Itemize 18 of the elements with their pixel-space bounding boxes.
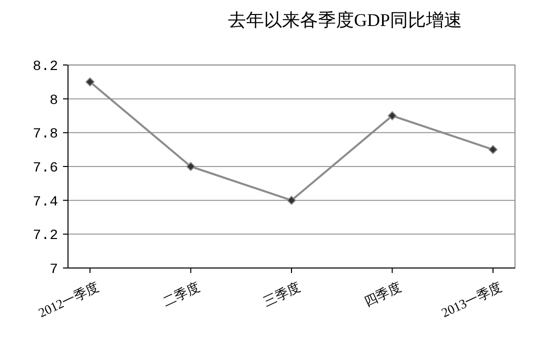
x-tick-label: 四季度 <box>362 279 404 310</box>
y-tick-label: 8 <box>50 92 58 109</box>
point <box>287 196 296 205</box>
y-tick-label: 7 <box>50 262 58 278</box>
point <box>186 162 196 171</box>
point <box>388 111 397 120</box>
y-tick-label: 8.2 <box>32 59 58 75</box>
y-tick-label: 7.2 <box>32 228 58 244</box>
y-tick-label: 7.8 <box>32 126 58 143</box>
point <box>86 77 94 86</box>
x-tick-label: 三季度 <box>261 279 303 310</box>
y-tick-label: 7.6 <box>32 160 58 176</box>
x-tick-label: 二季度 <box>160 279 202 310</box>
point <box>488 145 498 154</box>
chart-title: 去年以来各季度GDP同比增速 <box>228 10 462 30</box>
y-tick-label: 7.4 <box>32 194 58 210</box>
x-tick-label: 2012一季度 <box>36 279 102 320</box>
x-tick-label: 2013一季度 <box>439 279 504 320</box>
